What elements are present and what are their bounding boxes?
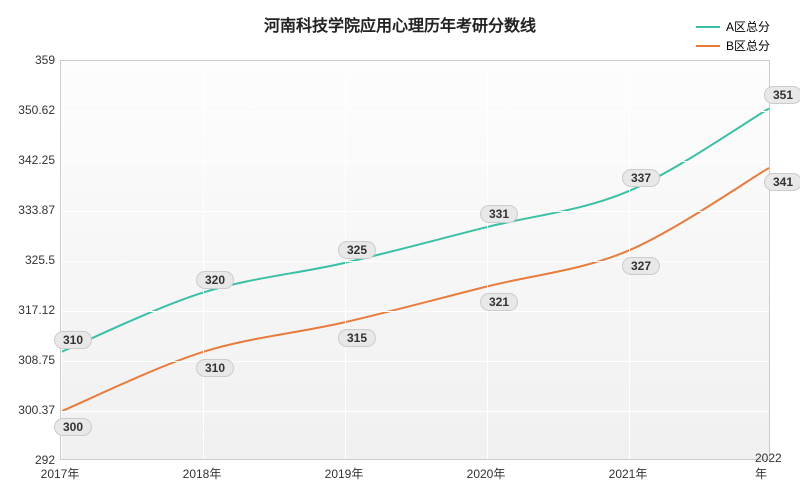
chart-container: 河南科技学院应用心理历年考研分数线 A区总分 B区总分 310 320 325 331…	[0, 0, 800, 500]
grid-line-h	[61, 311, 769, 312]
x-axis-label: 2020年	[467, 465, 506, 482]
legend-label-b: B区总分	[726, 37, 770, 54]
x-axis-label: 2021年	[609, 465, 648, 482]
data-label: 310	[54, 331, 92, 349]
data-label: 337	[622, 169, 660, 187]
data-label: 341	[764, 173, 800, 191]
grid-line-v	[345, 61, 346, 459]
legend-item-b: B区总分	[696, 37, 770, 54]
x-axis-label: 2018年	[183, 465, 222, 482]
grid-line-h	[61, 161, 769, 162]
grid-line-h	[61, 411, 769, 412]
series-line-1	[61, 168, 769, 412]
x-axis-label: 2022年	[755, 451, 785, 482]
y-axis-label: 317.12	[0, 303, 55, 317]
data-label: 325	[338, 241, 376, 259]
grid-line-h	[61, 461, 769, 462]
data-label: 321	[480, 293, 518, 311]
x-axis-label: 2019年	[325, 465, 364, 482]
data-label: 310	[196, 359, 234, 377]
y-axis-label: 333.87	[0, 203, 55, 217]
data-label: 315	[338, 329, 376, 347]
y-axis-label: 350.62	[0, 103, 55, 117]
y-axis-label: 325.5	[0, 253, 55, 267]
grid-line-h	[61, 361, 769, 362]
legend-line-a	[696, 26, 720, 28]
legend-label-a: A区总分	[726, 18, 770, 35]
y-axis-label: 300.37	[0, 403, 55, 417]
plot-area: 310320325331337351300310315321327341	[60, 60, 770, 460]
grid-line-h	[61, 261, 769, 262]
data-label: 327	[622, 257, 660, 275]
y-axis-label: 342.25	[0, 153, 55, 167]
grid-line-v	[61, 61, 62, 459]
legend-line-b	[696, 45, 720, 47]
grid-line-v	[487, 61, 488, 459]
x-axis-label: 2017年	[41, 465, 80, 482]
grid-line-v	[203, 61, 204, 459]
legend: A区总分 B区总分	[696, 18, 770, 56]
grid-line-v	[771, 61, 772, 459]
data-label: 351	[764, 86, 800, 104]
legend-item-a: A区总分	[696, 18, 770, 35]
series-line-0	[61, 109, 769, 353]
data-label: 331	[480, 205, 518, 223]
chart-lines-svg	[61, 61, 769, 459]
grid-line-h	[61, 211, 769, 212]
grid-line-h	[61, 111, 769, 112]
grid-line-h	[61, 61, 769, 62]
y-axis-label: 359	[0, 53, 55, 67]
data-label: 300	[54, 418, 92, 436]
data-label: 320	[196, 271, 234, 289]
y-axis-label: 308.75	[0, 353, 55, 367]
chart-title: 河南科技学院应用心理历年考研分数线	[0, 12, 800, 36]
